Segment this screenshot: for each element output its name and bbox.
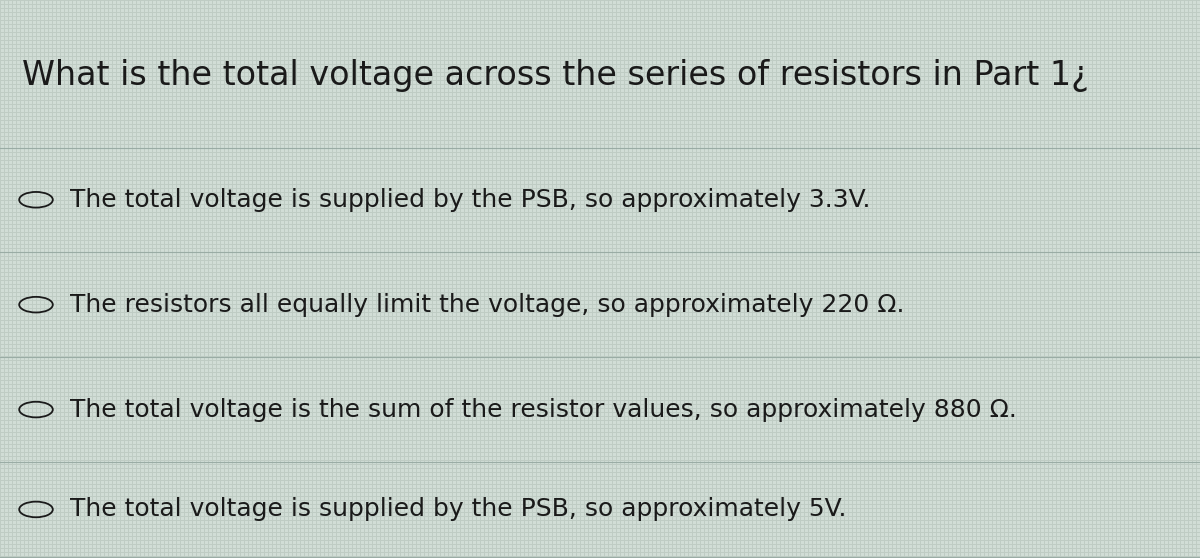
Text: The total voltage is supplied by the PSB, so approximately 5V.: The total voltage is supplied by the PSB… bbox=[70, 497, 846, 522]
Text: The total voltage is the sum of the resistor values, so approximately 880 Ω.: The total voltage is the sum of the resi… bbox=[70, 397, 1016, 422]
Text: The total voltage is supplied by the PSB, so approximately 3.3V.: The total voltage is supplied by the PSB… bbox=[70, 187, 870, 212]
Text: The resistors all equally limit the voltage, so approximately 220 Ω.: The resistors all equally limit the volt… bbox=[70, 292, 904, 317]
Text: What is the total voltage across the series of resistors in Part 1¿: What is the total voltage across the ser… bbox=[22, 59, 1088, 92]
